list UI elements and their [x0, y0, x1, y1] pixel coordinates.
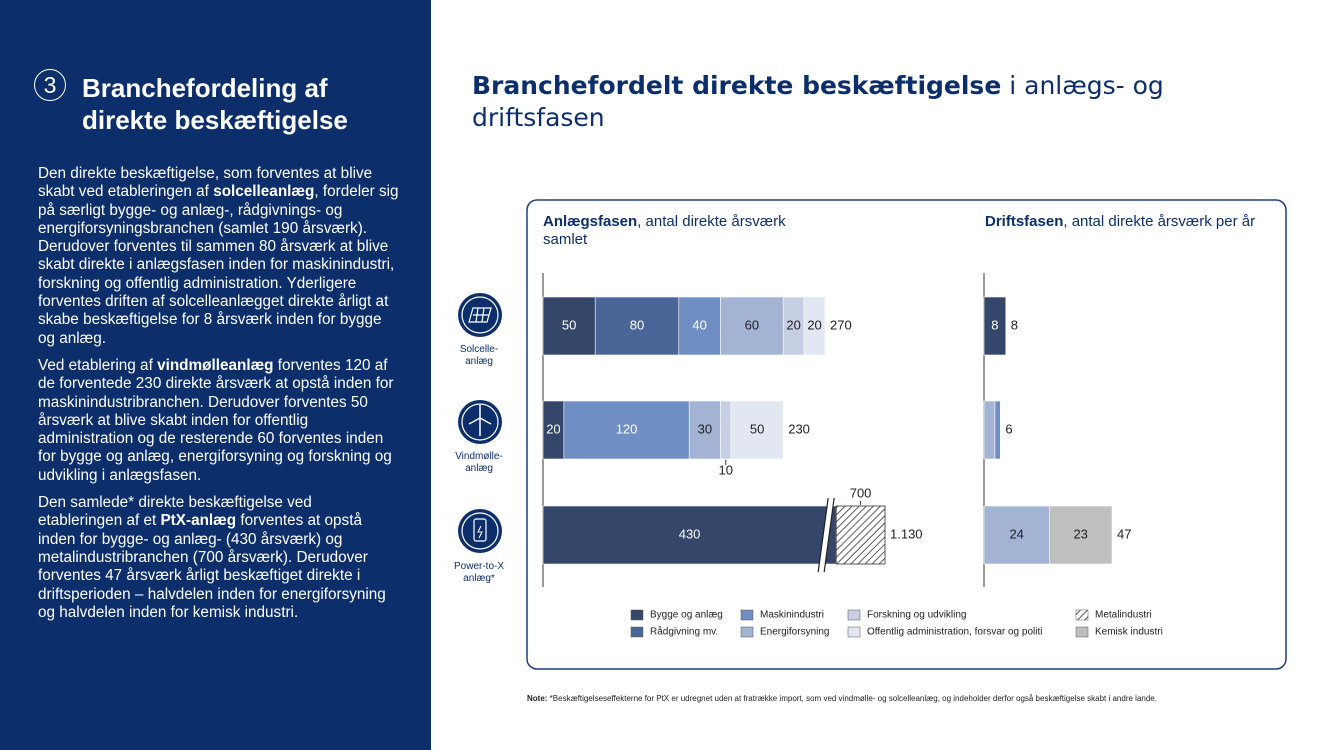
title-bold: Branchefordelt direkte beskæftigelse: [472, 71, 1002, 100]
note: Note: *Beskæftigelseseffekterne for PtX …: [527, 694, 1157, 703]
legend-label: Bygge og anlæg: [650, 610, 723, 621]
bold-text: vindmølleanlæg: [157, 356, 274, 374]
page-title: Branchefordelt direkte beskæftigelse i a…: [472, 70, 1212, 134]
total-label: 8: [1011, 317, 1018, 332]
paragraph: Ved etablering af vindmølleanlæg forvent…: [38, 357, 400, 485]
value-label: 50: [750, 421, 764, 436]
bold-text: solcelleanlæg: [213, 183, 315, 201]
value-label: 20: [807, 317, 821, 332]
bar-segment: [688, 400, 721, 460]
value-label: 20: [786, 317, 800, 332]
value-label: 20: [546, 421, 560, 436]
chart-title-rest: , antal direkte årsværk samlet: [543, 213, 786, 248]
legend-swatch: [740, 609, 754, 621]
category-label: Power-to-X anlæg*: [453, 561, 504, 584]
bar-segment: [983, 505, 1050, 565]
chart-title-bold: Driftsfasen: [985, 213, 1064, 230]
axis-break-line: [823, 497, 835, 573]
bar-segment: [803, 296, 826, 356]
bar-segment: [994, 400, 1001, 460]
legend-label: Rådgivning mv.: [650, 626, 718, 638]
text: , fordeler sig på særligt bygge- og anlæ…: [38, 183, 399, 347]
legend-label: Energiforsyning: [760, 627, 829, 638]
section-number: 3: [34, 69, 66, 101]
legend-swatch: [847, 626, 861, 638]
bar-segment: [983, 400, 996, 460]
bar-segment: [678, 296, 721, 356]
value-label: 30: [698, 421, 712, 436]
legend-swatch: [1075, 609, 1089, 621]
bar-segment: [720, 400, 732, 460]
sidebar-title: Branchefordeling af direkte beskæftigels…: [82, 73, 348, 135]
value-label: 40: [692, 317, 706, 332]
total-label: 230: [788, 421, 810, 436]
axis-break-line: [817, 497, 829, 573]
icon-ptx: [458, 509, 502, 553]
legend-label: Offentlig administration, forsvar og pol…: [867, 627, 1042, 638]
value-label: 80: [630, 317, 644, 332]
note-label: Note:: [527, 694, 548, 703]
value-label: 8: [991, 317, 998, 332]
text: forventes at opstå inden for bygge- og a…: [38, 512, 386, 621]
bar-segment: [983, 296, 1007, 356]
bar-segment: [594, 296, 680, 356]
icon-wind: [458, 400, 502, 444]
chart-title-bold: Anlægsfasen: [543, 213, 638, 230]
icon-solar: [458, 293, 502, 337]
paragraph: Den direkte beskæftigelse, som forventes…: [38, 165, 400, 348]
title-rest: i anlægs- og driftsfasen: [472, 71, 1164, 132]
sidebar: 3 Branchefordeling af direkte beskæftige…: [0, 0, 431, 750]
value-label: 10: [719, 462, 733, 477]
chart-title: Driftsfasen, antal direkte årsværk per å…: [985, 213, 1275, 231]
text: Den samlede* direkte beskæftigelse ved e…: [38, 494, 312, 530]
legend-label: Maskinindustri: [760, 610, 824, 621]
value-label: 24: [1009, 526, 1023, 541]
bar-segment: [1049, 505, 1113, 565]
legend-label: Metalindustri: [1095, 610, 1152, 621]
sidebar-text: Den direkte beskæftigelse, som forventes…: [38, 165, 400, 631]
value-label: 23: [1073, 526, 1087, 541]
legend-swatch: [630, 609, 644, 621]
text: Den direkte beskæftigelse, som forventes…: [38, 165, 373, 201]
bar-segment: [730, 400, 784, 460]
total-label: 6: [1005, 421, 1012, 436]
chart-title-rest: , antal direkte årsværk per år: [1063, 213, 1256, 230]
value-label: 430: [679, 526, 701, 541]
chart-frame: [526, 199, 1287, 670]
note-text: *Beskæftigelseseffekterne for PtX er udr…: [547, 694, 1157, 703]
bar-segment: [835, 505, 886, 565]
category-label: Solcelle- anlæg: [459, 344, 499, 367]
value-label: 60: [745, 317, 759, 332]
legend-swatch: [847, 609, 861, 621]
total-label: 270: [830, 317, 852, 332]
text: forventes 120 af de forventede 230 direk…: [38, 356, 394, 484]
bar-segment: [720, 296, 784, 356]
legend-label: Forskning og udvikling: [867, 610, 967, 621]
chart-title: Anlægsfasen, antal direkte årsværk samle…: [543, 213, 833, 249]
text: Ved etablering af: [38, 356, 158, 374]
total-label: 47: [1117, 526, 1131, 541]
paragraph: Den samlede* direkte beskæftigelse ved e…: [38, 494, 400, 622]
bar-segment: [542, 505, 837, 565]
category-label: Vindmølle- anlæg: [455, 451, 503, 474]
value-label: 700: [850, 485, 872, 500]
bold-text: PtX-anlæg: [160, 512, 237, 530]
legend-label: Kemisk industri: [1095, 627, 1163, 638]
bar-segment: [542, 296, 596, 356]
legend-swatch: [740, 626, 754, 638]
legend-swatch: [630, 626, 644, 638]
axis-break: [818, 498, 835, 572]
value-label: 50: [562, 317, 576, 332]
legend-swatch: [1075, 626, 1089, 638]
value-label: 120: [616, 421, 638, 436]
total-label: 1.130: [890, 526, 923, 541]
